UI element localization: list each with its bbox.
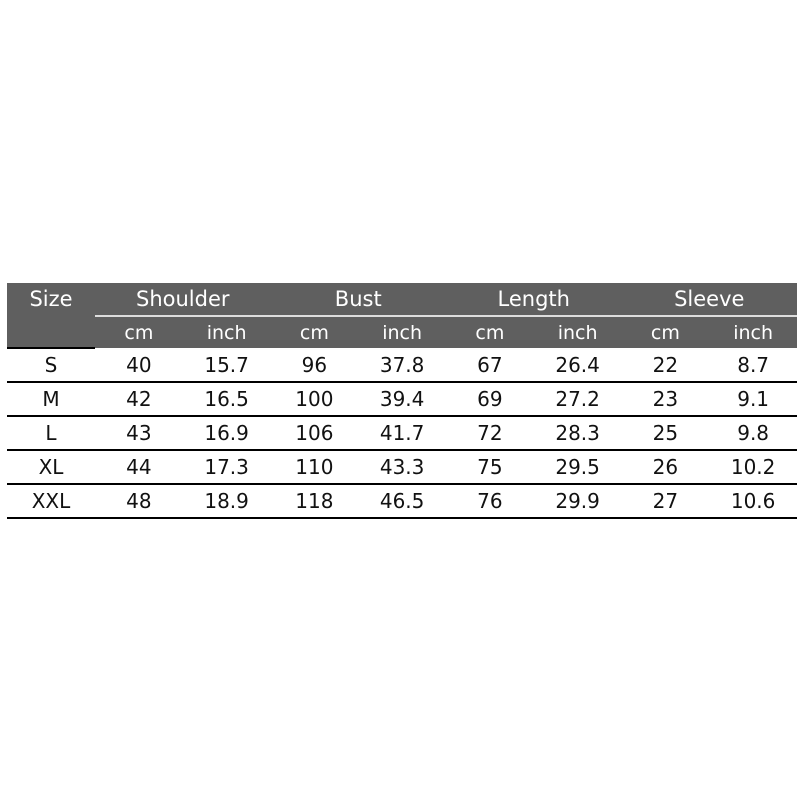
- unit-header: inch: [533, 316, 622, 348]
- measurement-cell: 26: [621, 450, 710, 485]
- measurement-cell: 76: [446, 484, 534, 519]
- table-row: XL 44 17.3 110 43.3 75 29.5 26 10.2: [7, 450, 797, 485]
- measurement-cell: 26.4: [533, 348, 622, 383]
- measurement-cell: 10.6: [709, 484, 797, 519]
- measurement-cell: 43.3: [358, 450, 446, 485]
- measurement-cell: 15.7: [182, 348, 271, 383]
- measurement-cell: 72: [446, 416, 534, 451]
- measurement-cell: 29.9: [533, 484, 622, 519]
- size-label-cell: XL: [7, 450, 95, 485]
- table-row: L 43 16.9 106 41.7 72 28.3 25 9.8: [7, 416, 797, 451]
- header-sleeve: Sleeve: [621, 283, 797, 317]
- measurement-cell: 10.2: [709, 450, 797, 485]
- header-size: Size: [7, 283, 95, 349]
- size-label-cell: L: [7, 416, 95, 451]
- measurement-cell: 27: [621, 484, 710, 519]
- unit-header: inch: [358, 316, 446, 348]
- table-body: S 40 15.7 96 37.8 67 26.4 22 8.7 M 42 16.5 100 39.4 69…: [7, 348, 797, 519]
- measurement-cell: 16.5: [182, 382, 271, 417]
- measurement-cell: 9.8: [709, 416, 797, 451]
- measurement-cell: 27.2: [533, 382, 622, 417]
- measurement-cell: 110: [270, 450, 359, 485]
- measurement-cell: 69: [446, 382, 534, 417]
- unit-header: cm: [621, 316, 710, 348]
- size-label-cell: XXL: [7, 484, 95, 519]
- measurement-cell: 22: [621, 348, 710, 383]
- measurement-cell: 96: [270, 348, 359, 383]
- measurement-cell: 37.8: [358, 348, 446, 383]
- measurement-cell: 75: [446, 450, 534, 485]
- measurement-cell: 28.3: [533, 416, 622, 451]
- measurement-cell: 100: [270, 382, 359, 417]
- measurement-cell: 44: [95, 450, 183, 485]
- measurement-cell: 43: [95, 416, 183, 451]
- measurement-cell: 9.1: [709, 382, 797, 417]
- unit-header: inch: [182, 316, 271, 348]
- header-shoulder: Shoulder: [95, 283, 271, 317]
- table-row: XXL 48 18.9 118 46.5 76 29.9 27 10.6: [7, 484, 797, 519]
- header-bust: Bust: [270, 283, 446, 317]
- unit-header: cm: [446, 316, 534, 348]
- measurement-cell: 29.5: [533, 450, 622, 485]
- measurement-cell: 106: [270, 416, 359, 451]
- measurement-cell: 46.5: [358, 484, 446, 519]
- size-chart-table: Size Shoulder Bust Length Sleeve cm inch c…: [7, 283, 797, 519]
- measurement-cell: 25: [621, 416, 710, 451]
- measurement-cell: 40: [95, 348, 183, 383]
- size-label-cell: S: [7, 348, 95, 383]
- size-label-cell: M: [7, 382, 95, 417]
- measurement-cell: 18.9: [182, 484, 271, 519]
- unit-header: cm: [95, 316, 183, 348]
- measurement-cell: 23: [621, 382, 710, 417]
- measurement-cell: 42: [95, 382, 183, 417]
- measurement-cell: 16.9: [182, 416, 271, 451]
- table-row: S 40 15.7 96 37.8 67 26.4 22 8.7: [7, 348, 797, 383]
- header-row: Size Shoulder Bust Length Sleeve: [7, 283, 797, 349]
- measurement-cell: 39.4: [358, 382, 446, 417]
- unit-row: cm inch cm inch cm inch cm inch: [7, 316, 797, 348]
- measurement-cell: 118: [270, 484, 359, 519]
- header-length: Length: [446, 283, 622, 317]
- table-row: M 42 16.5 100 39.4 69 27.2 23 9.1: [7, 382, 797, 417]
- unit-header: inch: [709, 316, 797, 348]
- unit-header: cm: [270, 316, 359, 348]
- measurement-cell: 48: [95, 484, 183, 519]
- measurement-cell: 41.7: [358, 416, 446, 451]
- measurement-cell: 17.3: [182, 450, 271, 485]
- measurement-cell: 67: [446, 348, 534, 383]
- measurement-cell: 8.7: [709, 348, 797, 383]
